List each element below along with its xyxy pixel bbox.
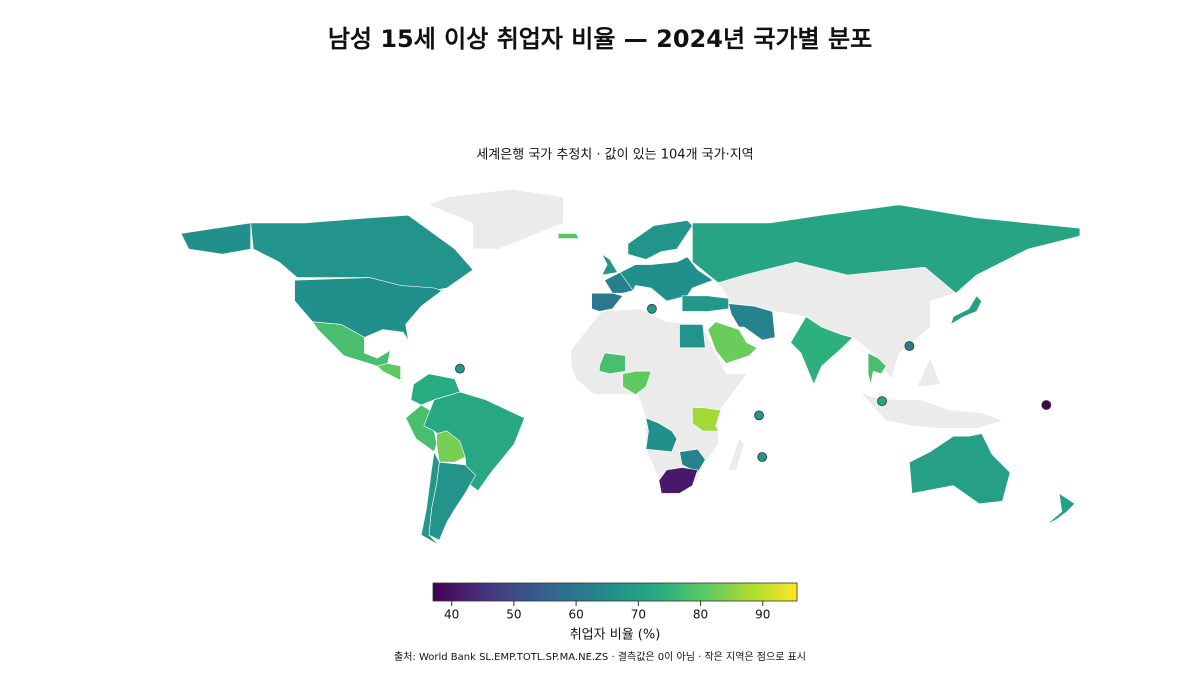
colorbar-tick-label: 60 bbox=[568, 608, 583, 622]
region bbox=[692, 204, 1081, 294]
region bbox=[622, 370, 652, 395]
missing-land bbox=[428, 188, 1004, 497]
source-note: 출처: World Bank SL.EMP.TOTL.SP.MA.NE.ZS ·… bbox=[394, 651, 806, 663]
region bbox=[627, 220, 693, 260]
region-dot bbox=[904, 341, 915, 351]
region bbox=[599, 352, 626, 375]
region-dot bbox=[646, 303, 657, 314]
region bbox=[436, 430, 466, 463]
regions bbox=[180, 204, 1081, 546]
region bbox=[950, 295, 983, 326]
region bbox=[420, 450, 440, 546]
region bbox=[376, 363, 409, 385]
chart-subtitle: 세계은행 국가 추정치 · 값이 있는 104개 국가·지역 bbox=[476, 147, 753, 163]
region bbox=[180, 222, 251, 255]
colorbar-title: 취업자 비율 (%) bbox=[570, 628, 661, 643]
region bbox=[679, 324, 706, 349]
colorbar-tick-label: 70 bbox=[631, 608, 646, 622]
region bbox=[645, 417, 678, 453]
region bbox=[867, 352, 887, 385]
region bbox=[728, 303, 776, 341]
missing-land bbox=[428, 188, 564, 250]
region bbox=[679, 448, 706, 473]
region bbox=[790, 316, 854, 385]
colorbar-tick-label: 80 bbox=[693, 608, 708, 622]
region bbox=[692, 407, 722, 432]
region bbox=[619, 256, 714, 302]
region bbox=[909, 433, 1011, 505]
colorbar-tick-label: 40 bbox=[444, 608, 459, 622]
missing-land bbox=[728, 438, 745, 471]
region bbox=[681, 295, 729, 312]
region bbox=[591, 292, 624, 312]
chart-title: 남성 15세 이상 취업자 비율 — 2024년 국가별 분포 bbox=[328, 25, 872, 53]
region bbox=[250, 214, 474, 297]
region bbox=[312, 321, 391, 367]
region-dot bbox=[754, 410, 764, 421]
missing-land bbox=[860, 391, 1004, 429]
colorbar-tick-label: 90 bbox=[755, 608, 770, 622]
region-dot bbox=[1041, 400, 1052, 410]
region-dot bbox=[877, 396, 887, 407]
colorbar-tick-label: 50 bbox=[506, 608, 521, 622]
region-dot bbox=[455, 363, 465, 374]
colorbar bbox=[432, 582, 798, 602]
region bbox=[658, 467, 698, 494]
region bbox=[1046, 492, 1076, 525]
region-dot bbox=[757, 452, 768, 462]
region bbox=[601, 253, 618, 276]
region bbox=[707, 321, 758, 364]
missing-land bbox=[916, 357, 941, 388]
region bbox=[294, 277, 443, 341]
region bbox=[557, 233, 580, 239]
